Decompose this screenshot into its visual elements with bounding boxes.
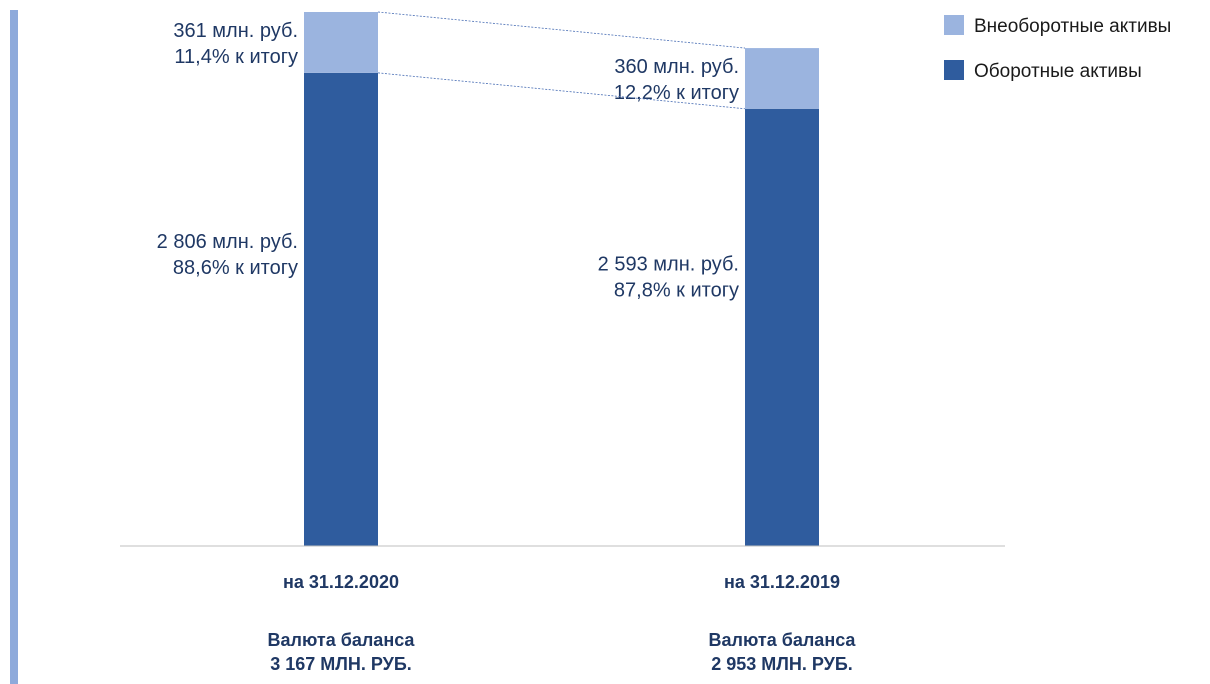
label-noncurrent-assets-1-1: 12,2% к итогу xyxy=(614,82,739,104)
legend-label-1: Оборотные активы xyxy=(974,61,1142,82)
category-label-1: на 31.12.2019 xyxy=(724,572,840,592)
label-current-assets-0-1: 88,6% к итогу xyxy=(173,257,298,279)
bar-current-assets-1 xyxy=(745,108,819,547)
label-current-assets-1-0: 2 593 млн. руб. xyxy=(598,254,739,276)
legend-label-0: Внеоборотные активы xyxy=(974,16,1171,37)
label-current-assets-0-0: 2 806 млн. руб. xyxy=(157,231,298,253)
bar-noncurrent-assets-0 xyxy=(304,12,378,73)
left-accent-bar xyxy=(10,10,18,684)
total-label-1-0: Валюта баланса xyxy=(709,630,857,650)
category-label-0: на 31.12.2020 xyxy=(283,572,399,592)
total-label-0-0: Валюта баланса xyxy=(268,630,416,650)
legend-swatch-1 xyxy=(944,60,964,80)
bar-noncurrent-assets-1 xyxy=(745,48,819,109)
label-current-assets-1-1: 87,8% к итогу xyxy=(614,280,739,302)
connector-line-middle xyxy=(377,72,746,110)
total-label-1-1: 2 953 МЛН. РУБ. xyxy=(711,654,853,674)
legend-swatch-0 xyxy=(944,15,964,35)
bar-current-assets-0 xyxy=(304,72,378,546)
label-noncurrent-assets-1-0: 360 млн. руб. xyxy=(614,56,739,78)
label-noncurrent-assets-0-0: 361 млн. руб. xyxy=(173,20,298,42)
connector-line-top xyxy=(377,11,746,49)
total-label-0-1: 3 167 МЛН. РУБ. xyxy=(270,654,412,674)
label-noncurrent-assets-0-1: 11,4% к итогу xyxy=(174,46,298,68)
